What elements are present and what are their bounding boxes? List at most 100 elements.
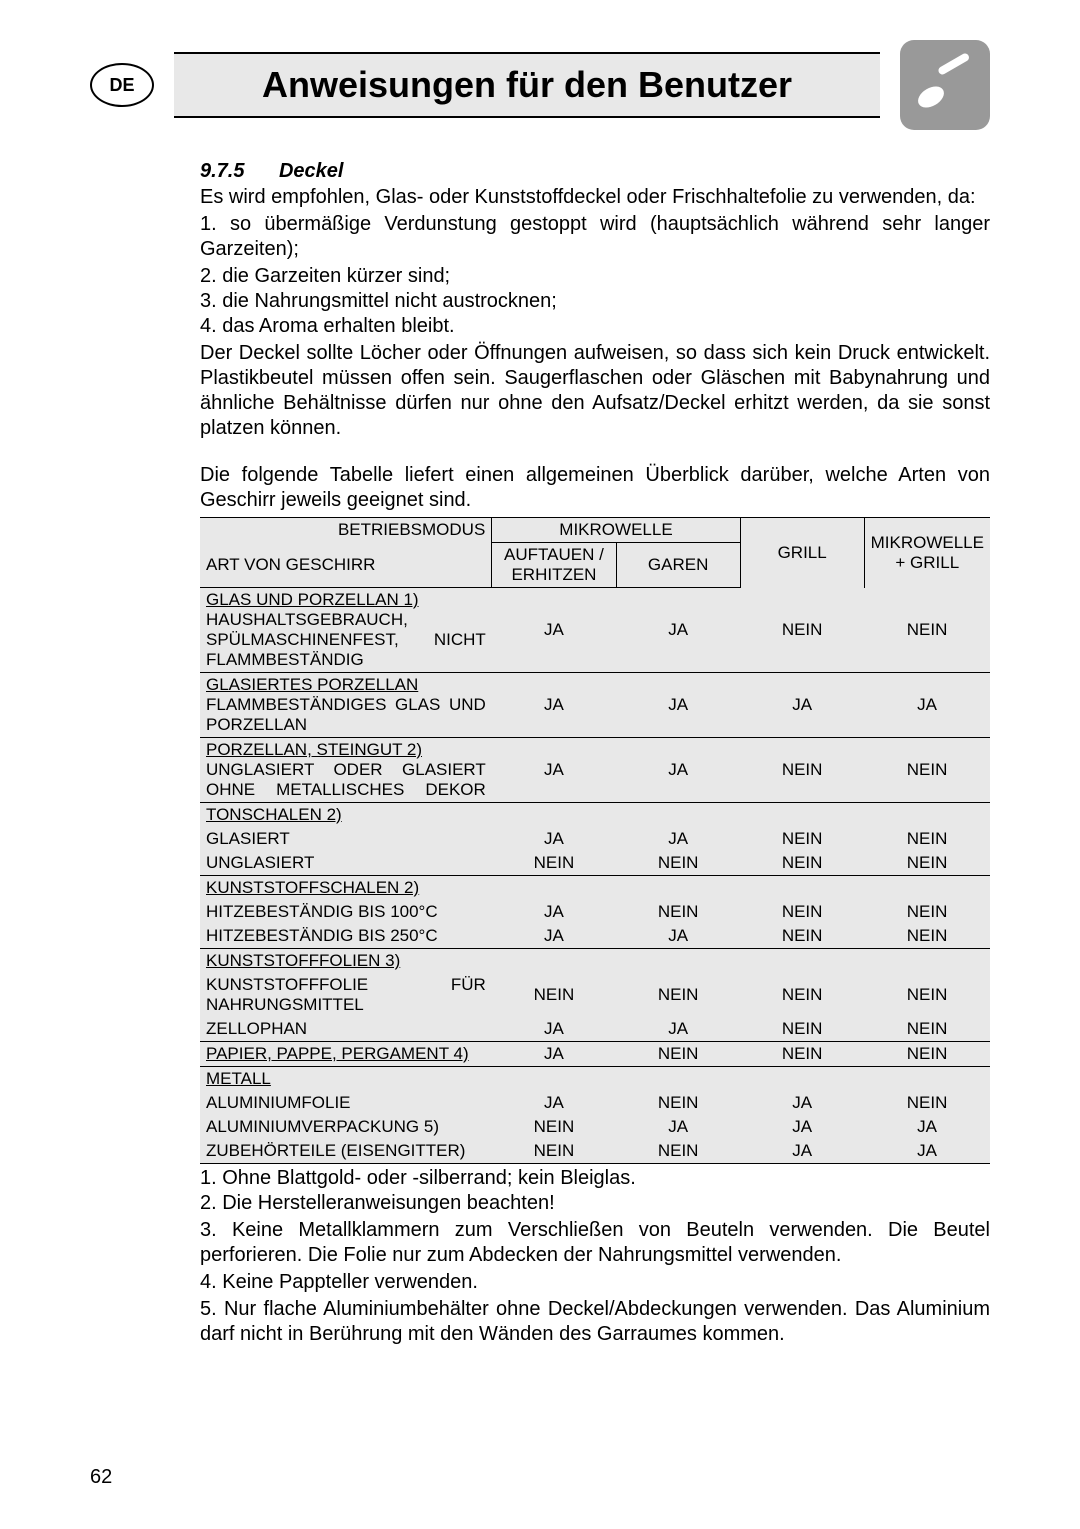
- table-row: KUNSTSTOFFSCHALEN 2): [200, 876, 990, 901]
- row5-l1-mg: NEIN: [864, 1017, 990, 1042]
- row5-l1-grill: NEIN: [740, 1017, 864, 1042]
- row1-grill: JA: [740, 673, 864, 738]
- row4-l1-label: HITZEBESTÄNDIG BIS 250°C: [200, 924, 492, 949]
- row2-grill: NEIN: [740, 738, 864, 803]
- intro-item-4: 4. das Aroma erhalten bleibt.: [200, 314, 990, 339]
- row4-l0-defrost: JA: [492, 900, 616, 924]
- footnote-2: 2. Die Herstelleranweisungen beachten!: [200, 1191, 990, 1216]
- row7-l1-defrost: NEIN: [492, 1115, 616, 1139]
- row0-mg: NEIN: [864, 588, 990, 673]
- hdr-defrost: AUFTAUEN / ERHITZEN: [492, 543, 616, 588]
- table-row: ALUMINIUMFOLIE JA NEIN JA NEIN: [200, 1091, 990, 1115]
- footnote-1: 1. Ohne Blattgold- oder -silberrand; kei…: [200, 1166, 990, 1191]
- table-row: GLASIERTES PORZELLAN FLAMMBESTÄNDIGES GL…: [200, 673, 990, 738]
- row5-l0-label: KUNSTSTOFFFOLIE FÜR NAHRUNGSMITTEL: [200, 973, 492, 1017]
- page-header: DE Anweisungen für den Benutzer: [90, 40, 990, 130]
- lid-warning-paragraph: Der Deckel sollte Löcher oder Öffnungen …: [200, 341, 990, 441]
- row4-l1-defrost: JA: [492, 924, 616, 949]
- row7-l1-label: ALUMINIUMVERPACKUNG 5): [200, 1115, 492, 1139]
- row4-l1-grill: NEIN: [740, 924, 864, 949]
- hdr-grill: GRILL: [740, 518, 864, 588]
- row6-cook: NEIN: [616, 1042, 740, 1067]
- row5-l1-label: ZELLOPHAN: [200, 1017, 492, 1042]
- row7-l2-defrost: NEIN: [492, 1139, 616, 1164]
- row7-l0-grill: JA: [740, 1091, 864, 1115]
- row4-l0-mg: NEIN: [864, 900, 990, 924]
- row7-l2-cook: NEIN: [616, 1139, 740, 1164]
- table-row: ZUBEHÖRTEILE (EISENGITTER) NEIN NEIN JA …: [200, 1139, 990, 1164]
- row2-sub: UNGLASIERT ODER GLASIERT OHNE METALLISCH…: [206, 760, 486, 800]
- intro-item-3: 3. die Nahrungsmittel nicht austrocknen;: [200, 289, 990, 314]
- row1-cat: GLASIERTES PORZELLAN: [206, 675, 486, 695]
- hdr-mode: BETRIEBSMODUS: [200, 518, 492, 543]
- row3-l1-defrost: NEIN: [492, 851, 616, 876]
- hdr-micro-grill-l1: MIKROWELLE: [871, 533, 984, 552]
- row3-cat: TONSCHALEN 2): [206, 805, 486, 825]
- table-row: KUNSTSTOFFFOLIE FÜR NAHRUNGSMITTEL NEIN …: [200, 973, 990, 1017]
- hdr-defrost-l2: ERHITZEN: [511, 565, 596, 584]
- table-row: HITZEBESTÄNDIG BIS 100°C JA NEIN NEIN NE…: [200, 900, 990, 924]
- row4-l1-cook: JA: [616, 924, 740, 949]
- table-row: GLAS UND PORZELLAN 1) HAUSHALTSGEBRAUCH,…: [200, 588, 990, 673]
- row1-defrost: JA: [492, 673, 616, 738]
- row7-l1-cook: JA: [616, 1115, 740, 1139]
- row0-cat: GLAS UND PORZELLAN 1): [206, 590, 486, 610]
- table-row: ZELLOPHAN JA JA NEIN NEIN: [200, 1017, 990, 1042]
- table-row: HITZEBESTÄNDIG BIS 250°C JA JA NEIN NEIN: [200, 924, 990, 949]
- row2-defrost: JA: [492, 738, 616, 803]
- row2-cat: PORZELLAN, STEINGUT 2): [206, 740, 486, 760]
- row7-l2-grill: JA: [740, 1139, 864, 1164]
- cookware-table: BETRIEBSMODUS MIKROWELLE GRILL MIKROWELL…: [200, 517, 990, 1164]
- row5-l0-defrost: NEIN: [492, 973, 616, 1017]
- table-intro-paragraph: Die folgende Tabelle liefert einen allge…: [200, 463, 990, 513]
- row4-l0-label: HITZEBESTÄNDIG BIS 100°C: [200, 900, 492, 924]
- section-title: Deckel: [279, 160, 344, 182]
- row0-grill: NEIN: [740, 588, 864, 673]
- content-body: 9.7.5 Deckel Es wird empfohlen, Glas- od…: [200, 160, 990, 1347]
- table-row: KUNSTSTOFFFOLIEN 3): [200, 949, 990, 974]
- footnote-4: 4. Keine Pappteller verwenden.: [200, 1270, 990, 1295]
- intro-paragraph: Es wird empfohlen, Glas- oder Kunststoff…: [200, 185, 990, 210]
- row5-l1-defrost: JA: [492, 1017, 616, 1042]
- table-row: ALUMINIUMVERPACKUNG 5) NEIN JA JA JA: [200, 1115, 990, 1139]
- row3-l1-mg: NEIN: [864, 851, 990, 876]
- row4-cat: KUNSTSTOFFSCHALEN 2): [206, 878, 486, 898]
- table-row: METALL: [200, 1067, 990, 1092]
- row1-sub: FLAMMBESTÄNDIGES GLAS UND PORZELLAN: [206, 695, 486, 735]
- page-title: Anweisungen für den Benutzer: [174, 52, 880, 118]
- row7-l0-mg: NEIN: [864, 1091, 990, 1115]
- footnote-3: 3. Keine Metallklammern zum Verschließen…: [200, 1218, 990, 1268]
- row3-l0-defrost: JA: [492, 827, 616, 851]
- hdr-art: ART VON GESCHIRR: [200, 543, 492, 588]
- hdr-microwave: MIKROWELLE: [492, 518, 740, 543]
- row6-grill: NEIN: [740, 1042, 864, 1067]
- row3-l1-label: UNGLASIERT: [200, 851, 492, 876]
- row0-defrost: JA: [492, 588, 616, 673]
- row7-l0-label: ALUMINIUMFOLIE: [200, 1091, 492, 1115]
- hdr-micro-grill-l2: + GRILL: [895, 553, 959, 572]
- row7-l2-mg: JA: [864, 1139, 990, 1164]
- row3-l0-mg: NEIN: [864, 827, 990, 851]
- row5-l0-mg: NEIN: [864, 973, 990, 1017]
- table-row: TONSCHALEN 2): [200, 803, 990, 828]
- row1-mg: JA: [864, 673, 990, 738]
- row5-l1-cook: JA: [616, 1017, 740, 1042]
- section-number: 9.7.5: [200, 160, 244, 182]
- footnote-5: 5. Nur flache Aluminiumbehälter ohne Dec…: [200, 1297, 990, 1347]
- page-number: 62: [90, 1466, 112, 1489]
- hdr-cook: GAREN: [616, 543, 740, 588]
- row7-l0-defrost: JA: [492, 1091, 616, 1115]
- row2-cook: JA: [616, 738, 740, 803]
- row0-sub: HAUSHALTSGEBRAUCH, SPÜLMASCHINENFEST, NI…: [206, 610, 486, 670]
- row5-cat: KUNSTSTOFFFOLIEN 3): [206, 951, 486, 971]
- row0-cook: JA: [616, 588, 740, 673]
- row3-l1-cook: NEIN: [616, 851, 740, 876]
- row4-l0-cook: NEIN: [616, 900, 740, 924]
- table-row: PAPIER, PAPPE, PERGAMENT 4) JA NEIN NEIN…: [200, 1042, 990, 1067]
- row3-l1-grill: NEIN: [740, 851, 864, 876]
- row3-l0-cook: JA: [616, 827, 740, 851]
- row3-l0-grill: NEIN: [740, 827, 864, 851]
- row7-cat: METALL: [206, 1069, 486, 1089]
- row4-l0-grill: NEIN: [740, 900, 864, 924]
- row7-l1-grill: JA: [740, 1115, 864, 1139]
